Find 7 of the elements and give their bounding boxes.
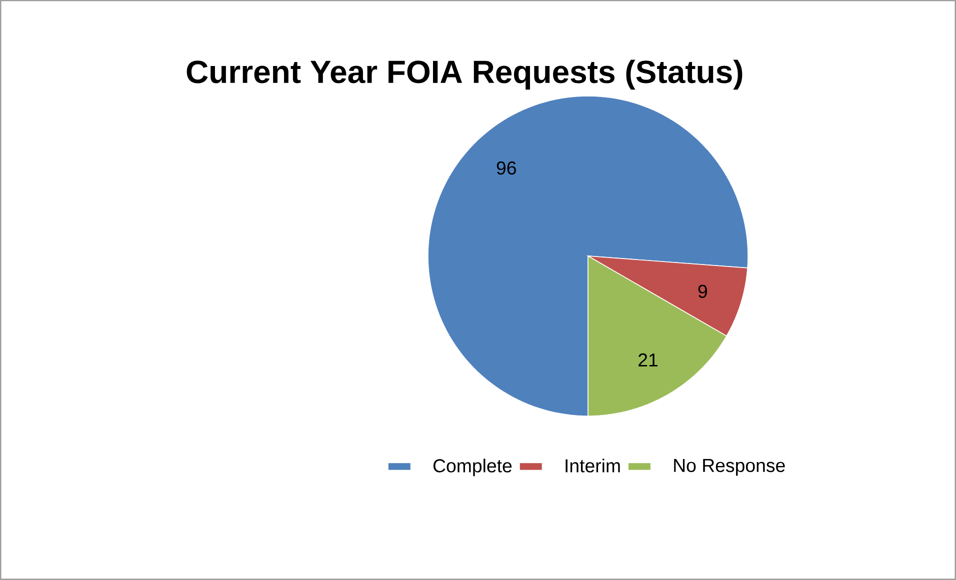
legend-label: Interim bbox=[566, 458, 620, 472]
chart-title: Current Year FOIA Requests (Status) bbox=[186, 60, 742, 90]
data-label: 96 bbox=[496, 161, 516, 175]
data-label: 9 bbox=[698, 284, 707, 298]
data-label: 21 bbox=[638, 353, 658, 366]
legend-label: Complete bbox=[433, 458, 512, 476]
legend-label: No Response bbox=[674, 459, 785, 476]
